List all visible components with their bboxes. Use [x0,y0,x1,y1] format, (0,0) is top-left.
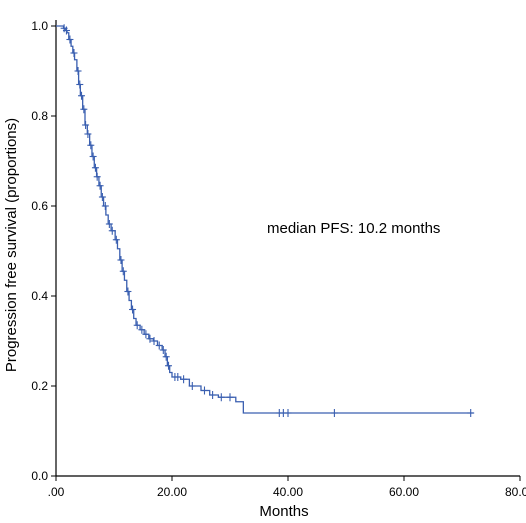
censor-mark [155,341,163,350]
censor-mark [133,321,141,330]
x-tick-label: 20.00 [157,485,187,499]
y-tick-label: 1.0 [31,19,48,33]
censor-mark [89,152,97,161]
y-axis-title: Progression free survival (proportions) [3,118,20,372]
censor-mark [96,181,104,190]
censor-mark [180,375,188,384]
censor-mark [174,373,182,381]
censor-mark [91,163,99,172]
x-tick-label: 40.00 [273,485,303,499]
censor-mark [159,346,167,354]
censor-mark [62,26,70,35]
censor-mark [117,256,125,264]
censor-mark [162,352,170,361]
censor-mark [87,141,95,150]
censor-mark [74,67,82,75]
censor-mark [146,334,154,343]
censor-mark [217,393,225,402]
x-tick-label: 80.00 [505,485,526,499]
median-pfs-annotation: median PFS: 10.2 months [267,220,440,237]
censor-mark [330,409,338,417]
censor-mark [82,121,90,129]
censor-mark [70,49,78,57]
censor-mark [80,105,88,114]
censor-mark [101,202,109,210]
y-tick-label: 0.0 [31,469,48,483]
censor-mark [165,361,173,370]
censor-mark [467,409,475,417]
x-axis-title: Months [259,503,308,520]
censor-mark [76,80,84,89]
censor-mark [93,172,101,181]
censor-mark [66,35,74,44]
censor-mark [112,235,120,244]
censor-mark [209,391,217,399]
censor-mark [84,130,92,138]
y-tick-label: 0.2 [31,379,48,393]
censor-mark [188,382,196,390]
censor-mark [105,220,113,228]
y-tick-label: 0.8 [31,109,48,123]
x-tick-label: .00 [48,485,65,499]
series-group [56,24,475,417]
censor-mark [150,337,158,345]
censor-mark [142,330,150,339]
censor-mark [284,409,292,417]
axes [55,20,520,477]
censor-mark [108,226,116,235]
y-tick-label: 0.6 [31,199,48,213]
censor-mark [200,386,208,395]
censor-mark [124,287,132,296]
censor-mark [78,91,86,100]
censor-mark [129,305,137,314]
y-tick-label: 0.4 [31,289,48,303]
censor-mark [226,393,234,402]
x-tick-label: 60.00 [389,485,419,499]
censor-mark [119,267,127,276]
tick-group: 0.0 0.2 0.4 0.6 0.8 1.0 .00 20.00 40.00 60.00 80.0… [31,19,526,499]
censor-mark [98,193,106,201]
censor-mark [138,325,146,334]
